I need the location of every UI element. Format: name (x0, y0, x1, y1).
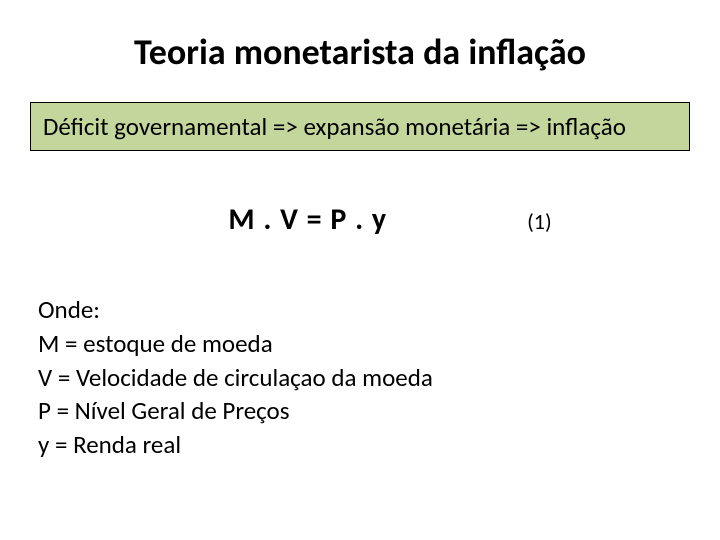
equation-row: M . V = P . y (1) (30, 201, 690, 238)
definition-line: V = Velocidade de circulaçao da moeda (38, 361, 690, 395)
definition-line: y = Renda real (38, 428, 690, 462)
definition-line: P = Nível Geral de Preços (38, 394, 690, 428)
equation-label: (1) (527, 208, 552, 235)
definitions-block: Onde: M = estoque de moeda V = Velocidad… (38, 293, 690, 462)
slide-title: Teoria monetarista da inflação (30, 30, 690, 74)
slide: Teoria monetarista da inflação Déficit g… (0, 0, 720, 540)
causal-chain-banner: Déficit governamental => expansão monetá… (30, 102, 690, 151)
definition-line: M = estoque de moeda (38, 327, 690, 361)
equation: M . V = P . y (228, 201, 387, 238)
definitions-heading: Onde: (38, 293, 690, 327)
